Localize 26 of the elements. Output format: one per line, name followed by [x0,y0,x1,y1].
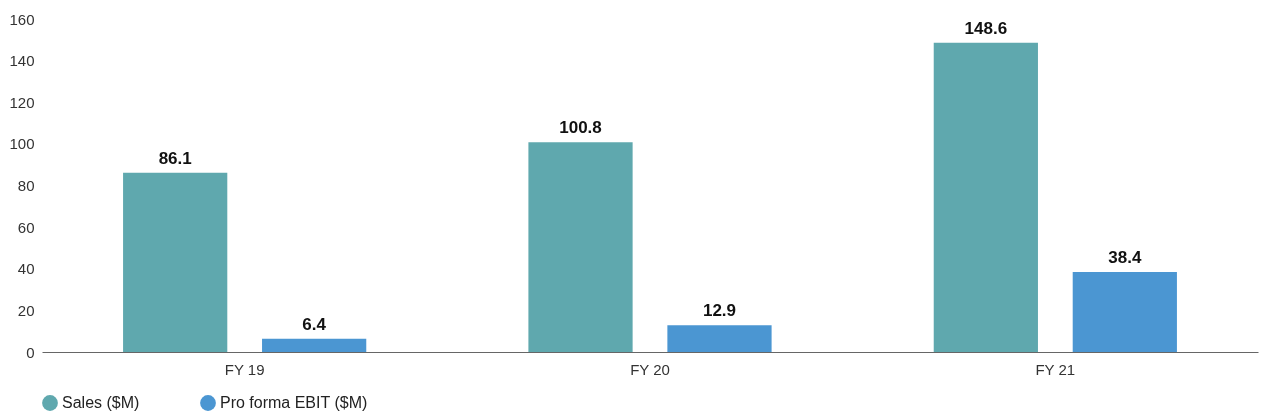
y-tick-label: 120 [9,93,35,111]
y-tick-label: 60 [17,218,35,236]
data-label: 6.4 [302,314,327,334]
y-tick-label: 140 [9,52,35,70]
bar [262,338,367,352]
x-tick-label: FY 21 [1035,360,1076,378]
bar [1072,272,1177,352]
bar [123,172,228,352]
bar [528,142,633,352]
y-tick-label: 160 [9,10,35,28]
data-label: 38.4 [1108,248,1142,268]
y-tick-label: 20 [17,301,35,319]
data-label: 100.8 [559,118,602,138]
data-label: 148.6 [964,18,1008,38]
y-tick-label: 80 [17,177,35,194]
data-label: 86.1 [158,148,192,168]
bar [667,325,772,352]
legend-label: Pro forma EBIT ($M) [220,394,368,411]
legend-label: Sales ($M) [62,394,140,411]
x-tick-label: FY 20 [630,360,670,378]
x-tick-label: FY 19 [224,360,265,378]
y-tick-label: 100 [9,135,35,153]
y-tick-label: 40 [17,260,35,278]
data-label: 12.9 [702,301,737,321]
bar [933,42,1038,352]
y-tick-label: 0 [26,343,35,361]
